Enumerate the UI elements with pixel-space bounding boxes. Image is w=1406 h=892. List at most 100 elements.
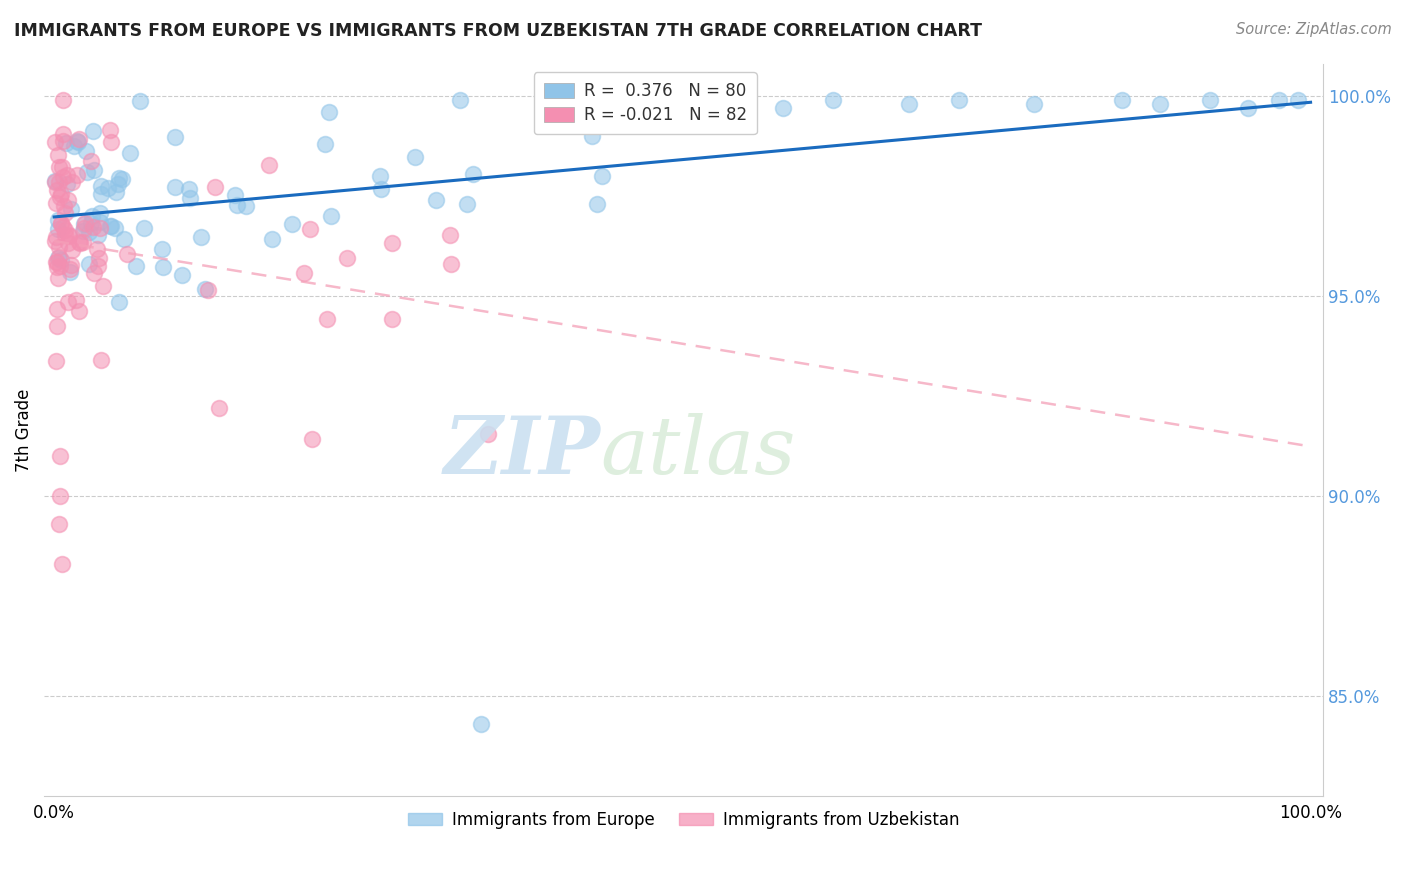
Point (53, 228, 76, 243)
Point (59, 262, 82, 277)
Point (150, 242, 173, 256)
Point (69, 235, 91, 250)
Point (52, 94, 75, 108)
Point (44, 135, 66, 149)
Point (48, 250, 70, 264)
Point (52, 135, 75, 149)
Point (257, 158, 280, 172)
Point (132, 220, 155, 235)
Point (90, 353, 112, 368)
Point (67, 135, 90, 149)
Point (46, 222, 69, 236)
Point (224, 188, 246, 202)
Point (111, 171, 134, 186)
Text: IMMIGRANTS FROM EUROPE VS IMMIGRANTS FROM UZBEKISTAN 7TH GRADE CORRELATION CHART: IMMIGRANTS FROM EUROPE VS IMMIGRANTS FRO… (14, 22, 981, 40)
Point (1199, 93, 1222, 107)
Point (80, 209, 103, 223)
Point (177, 182, 200, 196)
Point (73, 217, 96, 231)
Point (1286, 93, 1309, 107)
Point (117, 247, 139, 261)
Point (53, 198, 76, 212)
Text: ZIP: ZIP (444, 413, 600, 491)
Point (299, 222, 322, 236)
Point (49, 449, 72, 463)
Point (1024, 97, 1046, 112)
Point (46, 252, 69, 266)
Point (59, 265, 82, 279)
Point (44, 234, 66, 248)
Point (52, 127, 75, 141)
Point (49, 186, 72, 201)
Point (100, 219, 122, 233)
Point (125, 259, 148, 273)
Point (89, 221, 111, 235)
Point (83, 266, 105, 280)
Point (301, 433, 323, 447)
Point (58, 229, 80, 244)
Point (591, 169, 613, 183)
Point (72, 224, 94, 238)
Point (49, 489, 72, 503)
Point (67, 132, 90, 146)
Point (56, 177, 79, 191)
Point (48, 160, 70, 174)
Point (897, 97, 920, 112)
Point (89, 206, 111, 220)
Point (44, 175, 66, 189)
Point (51, 557, 73, 571)
Point (163, 130, 186, 145)
Point (107, 177, 129, 191)
Point (281, 218, 304, 232)
Point (48, 175, 70, 189)
Point (56, 193, 79, 207)
Point (316, 311, 339, 326)
Point (83, 163, 105, 178)
Point (82, 220, 104, 235)
Point (477, 427, 499, 442)
Point (1236, 101, 1258, 115)
Point (60, 175, 83, 189)
Point (463, 167, 485, 181)
Point (404, 150, 426, 164)
Point (90, 187, 112, 202)
Point (98, 122, 121, 136)
Point (120, 145, 142, 160)
Point (152, 260, 174, 274)
Point (292, 266, 315, 280)
Point (55, 168, 77, 182)
Point (179, 191, 201, 205)
Text: Source: ZipAtlas.com: Source: ZipAtlas.com (1236, 22, 1392, 37)
Point (226, 198, 249, 212)
Point (98, 219, 121, 233)
Point (235, 198, 257, 212)
Point (823, 93, 845, 107)
Point (100, 135, 122, 149)
Point (79, 153, 101, 168)
Point (45, 318, 67, 333)
Point (128, 94, 150, 108)
Point (51, 217, 73, 231)
Point (77, 257, 100, 271)
Point (104, 186, 127, 200)
Point (66, 134, 89, 148)
Point (194, 282, 217, 296)
Point (46, 260, 69, 275)
Point (45, 254, 67, 268)
Point (60, 244, 83, 258)
Point (45, 301, 67, 316)
Point (439, 257, 461, 271)
Point (46, 271, 69, 285)
Point (56, 294, 79, 309)
Point (67, 235, 90, 250)
Point (104, 220, 127, 235)
Point (45, 354, 67, 368)
Point (87, 228, 110, 243)
Point (76, 165, 98, 179)
Point (91, 278, 114, 293)
Point (45, 195, 67, 210)
Point (163, 179, 186, 194)
Point (368, 169, 391, 183)
Point (82, 124, 104, 138)
Point (262, 232, 284, 246)
